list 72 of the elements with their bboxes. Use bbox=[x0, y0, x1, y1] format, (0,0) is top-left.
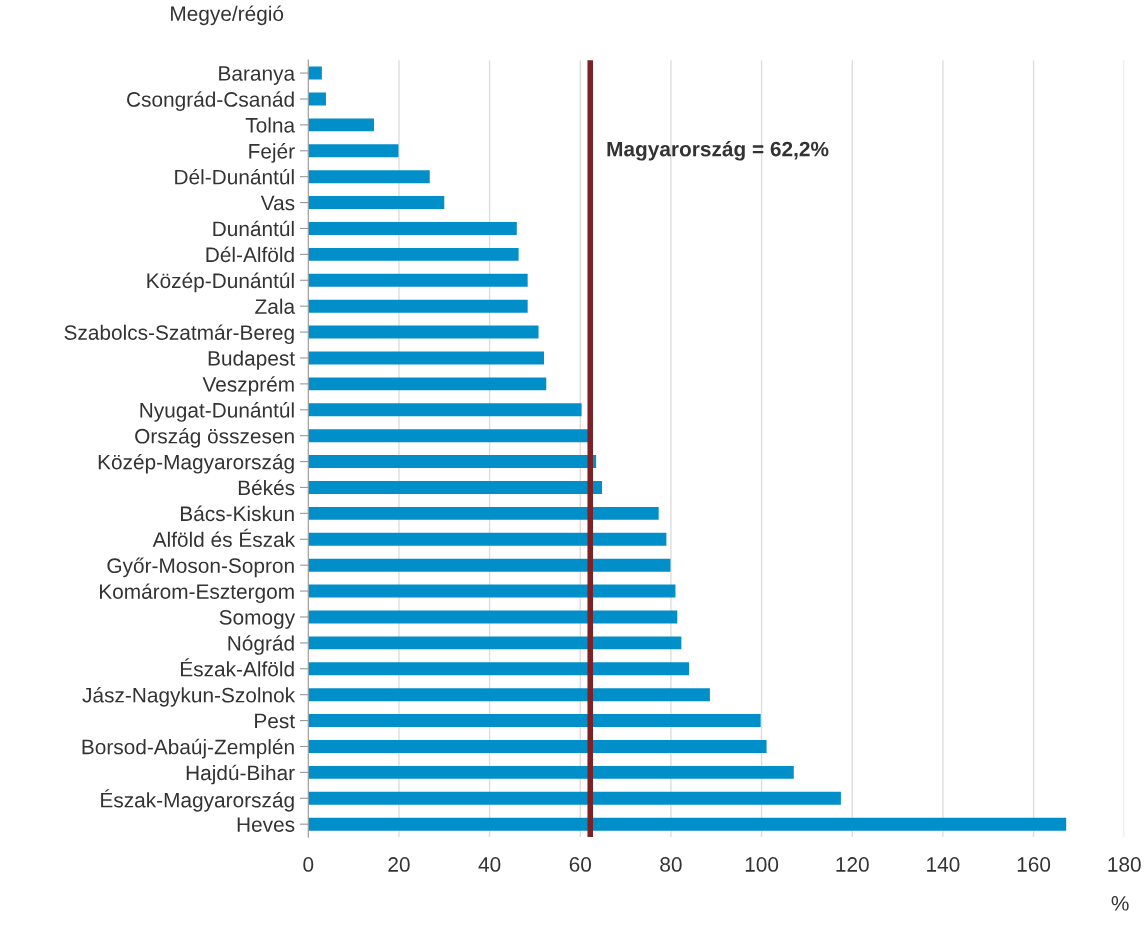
bar bbox=[308, 610, 678, 624]
bar bbox=[308, 740, 767, 753]
x-tick-label: 160 bbox=[1017, 857, 1051, 872]
bar bbox=[308, 66, 322, 80]
bar bbox=[308, 636, 682, 650]
y-tick-label: Borsod-Abaúj-Zemplén bbox=[82, 738, 294, 759]
bar bbox=[308, 662, 690, 676]
x-tick-label: 80 bbox=[660, 857, 682, 872]
bar bbox=[308, 325, 539, 339]
bar bbox=[308, 558, 671, 572]
bar bbox=[308, 299, 528, 313]
bar bbox=[308, 351, 544, 365]
y-tick-label: Észak-Magyarország bbox=[101, 789, 294, 812]
y-tick-label: Szabolcs-Szatmár-Bereg bbox=[64, 324, 294, 345]
x-tick-label: 100 bbox=[745, 857, 779, 872]
bar bbox=[308, 714, 761, 728]
y-tick-label: Dél-Dunántúl bbox=[175, 168, 294, 185]
bar bbox=[308, 92, 326, 106]
bar bbox=[308, 765, 794, 779]
bar bbox=[308, 688, 710, 702]
y-tick-label: Veszprém bbox=[202, 376, 294, 396]
bar bbox=[308, 247, 519, 261]
bar bbox=[308, 273, 528, 287]
bar bbox=[308, 196, 445, 210]
bar bbox=[308, 222, 517, 235]
y-tick-label: Fejér bbox=[249, 143, 295, 163]
y-tick-label: Tolna bbox=[245, 117, 296, 133]
x-tick-label: 60 bbox=[569, 857, 592, 872]
bar bbox=[308, 118, 374, 132]
y-axis-title: Megye/régió bbox=[171, 5, 284, 26]
bar bbox=[308, 817, 1067, 831]
bar bbox=[308, 455, 597, 469]
y-tick-label: Hajdú-Bihar bbox=[186, 764, 295, 785]
y-tick-label: Nyugat-Dunántúl bbox=[140, 402, 294, 422]
bar bbox=[308, 584, 676, 598]
y-tick-label: Komárom-Esztergom bbox=[99, 583, 294, 604]
x-tick-label: 0 bbox=[303, 857, 314, 872]
y-tick-label: Somogy bbox=[219, 609, 296, 629]
x-tick-label: 140 bbox=[927, 857, 960, 872]
x-axis-title: % bbox=[1111, 896, 1129, 911]
y-tick-label: Észak-Alföld bbox=[181, 658, 294, 677]
ref-line-label: Magyarország = 62,2% bbox=[607, 140, 829, 161]
x-tick-label: 120 bbox=[836, 857, 869, 872]
x-tick-label: 20 bbox=[388, 857, 410, 872]
y-tick-label: Alföld és Észak bbox=[152, 528, 296, 548]
y-tick-label: Dél-Alföld bbox=[206, 246, 294, 263]
bar bbox=[308, 791, 841, 805]
y-tick-label: Heves bbox=[237, 817, 295, 832]
y-tick-label: Jász-Nagykun-Szolnok bbox=[82, 687, 296, 707]
y-tick-label: Zala bbox=[255, 298, 296, 314]
y-tick-label: Győr-Moson-Sopron bbox=[107, 557, 294, 578]
bar bbox=[308, 506, 659, 520]
bar bbox=[308, 377, 547, 391]
y-tick-label: Pest bbox=[255, 713, 295, 729]
bar bbox=[308, 532, 667, 546]
x-tick-label: 40 bbox=[478, 857, 501, 872]
bar bbox=[308, 403, 582, 417]
y-tick-label: Bács-Kiskun bbox=[181, 505, 294, 522]
bar bbox=[308, 144, 399, 158]
y-tick-label: Vas bbox=[260, 195, 295, 211]
x-tick-label: 180 bbox=[1108, 857, 1141, 872]
y-tick-label: Dunántúl bbox=[213, 220, 294, 237]
bar bbox=[308, 481, 603, 494]
y-tick-label: Közép-Magyarország bbox=[98, 453, 294, 474]
y-tick-label: Ország összesen bbox=[135, 428, 294, 448]
bar bbox=[308, 170, 430, 184]
y-tick-label: Csongrád-Csanád bbox=[127, 91, 294, 111]
y-tick-label: Nógrád bbox=[228, 635, 294, 655]
y-tick-label: Baranya bbox=[219, 66, 296, 85]
y-tick-label: Békés bbox=[238, 479, 295, 496]
y-tick-label: Budapest bbox=[208, 350, 295, 370]
y-tick-label: Közép-Dunántúl bbox=[147, 272, 294, 293]
